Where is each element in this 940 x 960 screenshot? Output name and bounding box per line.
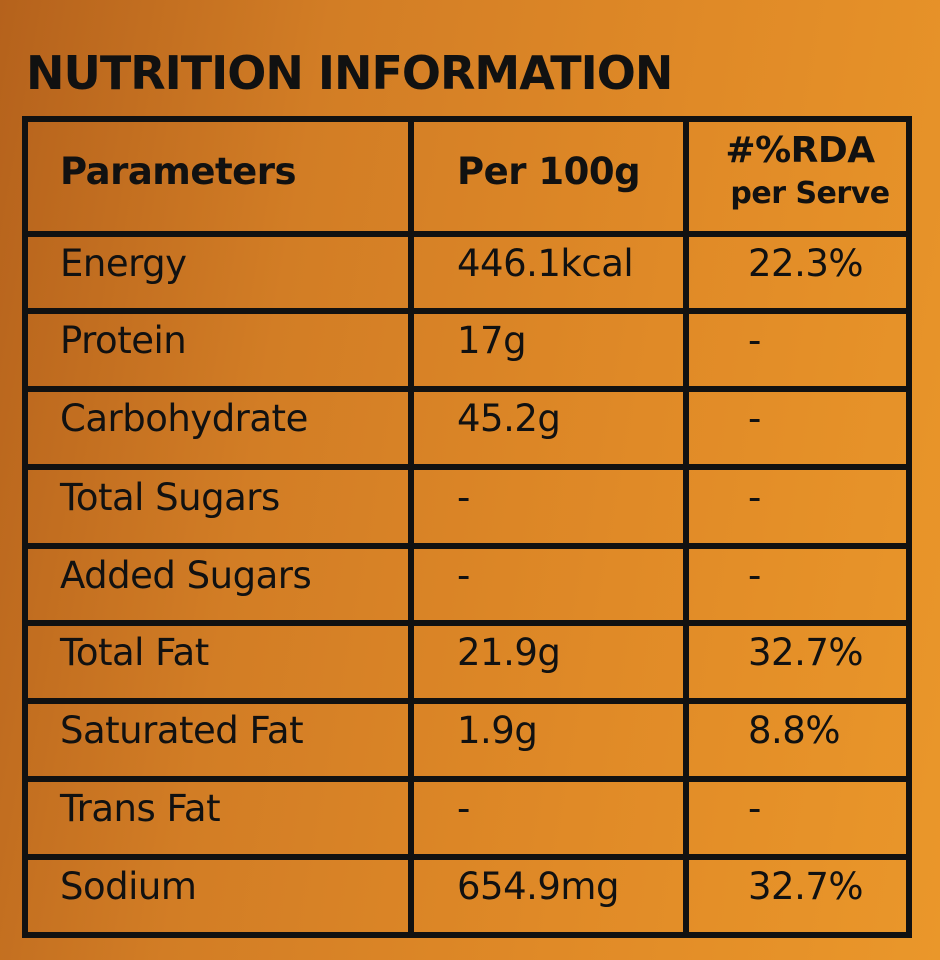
header-cell: per Serve [730,175,890,211]
header-cell: Per 100g [457,149,641,193]
header-cell: Parameters [60,149,297,193]
table-cell: 446.1kcal [457,241,634,285]
table-cell: 32.7% [748,631,864,674]
table-cell: 45.2g [457,397,561,440]
row-border [22,932,912,938]
row-border [22,386,912,392]
table-cell: 1.9g [457,709,538,752]
column-border [22,116,28,938]
row-border [22,698,912,704]
column-border [408,116,414,938]
row-border [22,116,912,122]
column-border [906,116,912,938]
table-cell: Trans Fat [60,787,221,830]
table-cell: - [457,787,470,830]
table-cell: - [748,475,761,519]
row-border [22,464,912,470]
table-cell: Energy [60,241,187,285]
table-cell: 22.3% [748,241,864,285]
table-cell: - [748,553,761,597]
table-cell: - [748,397,761,440]
row-border [22,231,912,237]
table-cell: Protein [60,319,187,362]
table-cell: - [457,553,470,597]
title: NUTRITION INFORMATION [26,46,673,100]
table-cell: Total Fat [60,631,209,674]
row-border [22,776,912,782]
table-cell: Total Sugars [60,475,280,519]
table-cell: 21.9g [457,631,561,674]
header-cell: #%RDA [725,129,875,171]
table-cell: - [457,475,470,519]
table-cell: - [748,787,761,830]
row-border [22,308,912,314]
table-cell: 17g [457,319,527,362]
column-border [683,116,689,938]
table-cell: 8.8% [748,709,841,752]
table-cell: Carbohydrate [60,397,308,440]
table-cell: Added Sugars [60,553,312,597]
row-border [22,854,912,860]
table-cell: Sodium [60,865,197,908]
row-border [22,543,912,549]
table-cell: 654.9mg [457,865,619,908]
table-cell: Saturated Fat [60,709,304,752]
table-cell: 32.7% [748,865,864,908]
table-cell: - [748,319,761,362]
row-border [22,620,912,626]
